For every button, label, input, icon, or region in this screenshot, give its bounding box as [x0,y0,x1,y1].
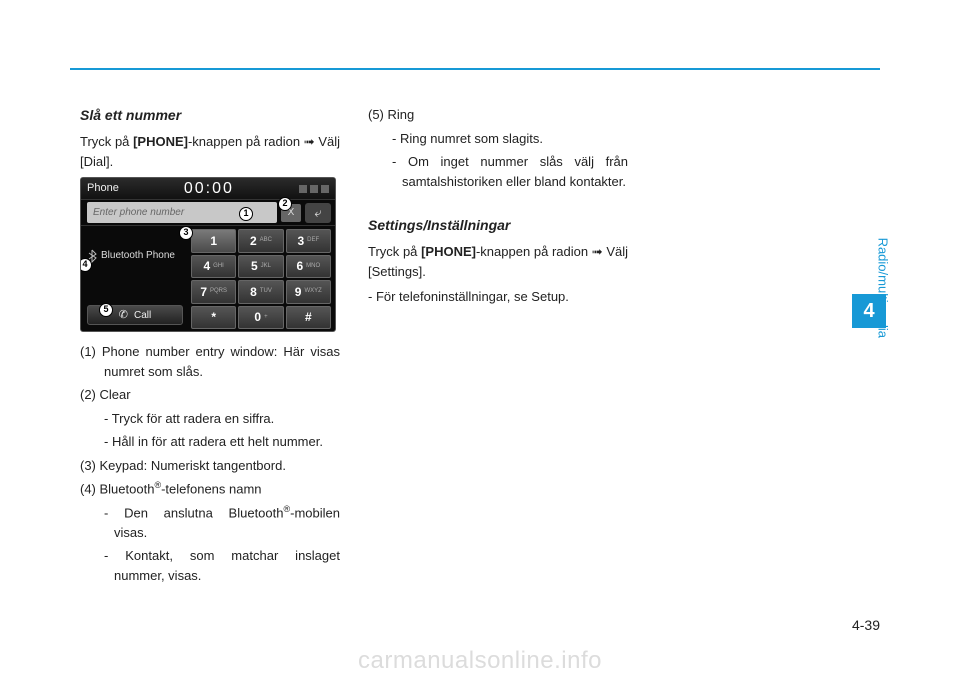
settings-note: - För telefoninställningar, se Setup. [368,287,628,307]
watermark: carmanualsonline.info [358,647,602,675]
key-5: 5JKL [238,255,283,279]
bluetooth-phone-label: Bluetooth Phone [87,248,183,263]
phone-clock: 00:00 [119,177,299,201]
page-number: 4-39 [852,617,880,633]
intro-settings-pre: Tryck på [368,244,421,259]
intro-settings-bold: [PHONE] [421,244,476,259]
item-5: (5) Ring [368,105,628,125]
intro-settings: Tryck på [PHONE]-knappen på radion ➟ Väl… [368,242,628,281]
phone-handset-icon: ✆ [119,307,128,324]
key-0: 0+ [238,306,283,330]
column-right: (5) Ring - Ring numret som slagits. - Om… [368,105,628,589]
key-hash: # [286,306,331,330]
item-2b: - Håll in för att radera ett helt nummer… [90,432,340,452]
bluetooth-phone-text: Bluetooth Phone [101,248,175,263]
item-5b: - Om inget nummer slås välj från samtals… [378,152,628,191]
phone-entry-row: Enter phone number X ⤶ [81,200,335,226]
intro-dial-pre: Tryck på [80,134,133,149]
phone-status-icons [299,185,329,193]
key-7: 7PQRS [191,280,236,304]
page-body: Slå ett nummer Tryck på [PHONE]-knappen … [80,105,680,589]
chapter-label: Radio/multimedia [875,238,890,338]
intro-dial-bold: [PHONE] [133,134,188,149]
item-4a-pre: - Den anslutna Bluetooth [104,505,284,520]
key-2: 2ABC [238,229,283,253]
intro-dial: Tryck på [PHONE]-knappen på radion ➟ Väl… [80,132,340,171]
item-4: (4) Bluetooth®-telefonens namn [80,479,340,499]
phone-topbar: Phone 00:00 [81,178,335,200]
key-9: 9WXYZ [286,280,331,304]
key-3: 3DEF [286,229,331,253]
item-4a: - Den anslutna Bluetooth®-mobilen visas. [90,503,340,542]
item-2a: - Tryck för att radera en siffra. [90,409,340,429]
column-left: Slå ett nummer Tryck på [PHONE]-knappen … [80,105,340,589]
item-1: (1) Phone number entry window: Här visas… [80,342,340,381]
item-4b: - Kontakt, som matchar inslaget nummer, … [90,546,340,585]
phone-left-pane: Bluetooth Phone ✆ Call [81,226,189,332]
item-4-post: -telefonens namn [161,481,261,496]
callout-2: 2 [278,197,292,211]
back-icon: ⤶ [305,203,331,223]
key-8: 8TUV [238,280,283,304]
item-3: (3) Keypad: Numeriskt tangentbord. [80,456,340,476]
phone-body: Bluetooth Phone ✆ Call 1 2ABC 3DEF 4GHI … [81,226,335,332]
call-label: Call [134,308,151,323]
key-1: 1 [191,229,236,253]
item-5a: - Ring numret som slagits. [378,129,628,149]
callout-3: 3 [179,226,193,240]
item-2: (2) Clear [80,385,340,405]
phone-keypad: 1 2ABC 3DEF 4GHI 5JKL 6MNO 7PQRS 8TUV 9W… [189,226,335,332]
section-title-settings: Settings/Inställningar [368,215,628,236]
key-star: * [191,306,236,330]
phone-screenshot: Phone 00:00 Enter phone number X ⤶ Bluet… [80,177,336,332]
section-title-dial: Slå ett nummer [80,105,340,126]
callout-1: 1 [239,207,253,221]
phone-title: Phone [87,180,119,197]
key-4: 4GHI [191,255,236,279]
item-4-pre: (4) Bluetooth [80,481,154,496]
callout-5: 5 [99,303,113,317]
key-6: 6MNO [286,255,331,279]
header-rule [70,68,880,70]
